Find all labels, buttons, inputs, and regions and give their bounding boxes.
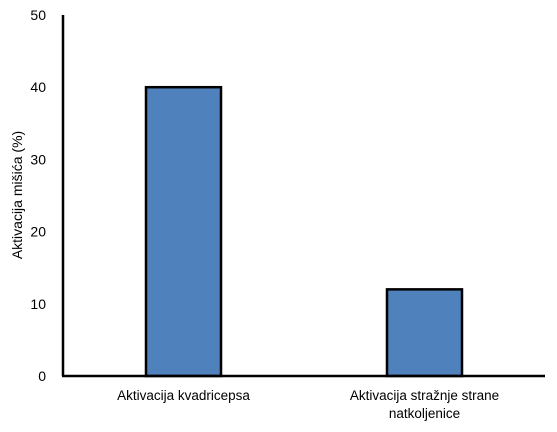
y-tick-label: 50 (30, 7, 46, 23)
bars-group (144, 85, 464, 378)
y-axis-label: Aktivacija mišića (%) (9, 131, 25, 259)
x-category-label-line: Aktivacija stražnje strane (350, 388, 499, 403)
y-tick-label: 40 (30, 79, 46, 95)
x-category-label: Aktivacija kvadricepsa (117, 388, 250, 403)
x-axis-categories: Aktivacija kvadricepsa Aktivacija stražnj… (117, 388, 499, 421)
y-axis-ticks: 0 10 20 30 40 50 (30, 7, 46, 384)
y-tick-label: 0 (38, 368, 46, 384)
bar (385, 288, 464, 378)
x-category-label-line: natkoljenice (389, 406, 460, 421)
y-tick-label: 10 (30, 296, 46, 312)
y-tick-label: 20 (30, 224, 46, 240)
y-tick-label: 30 (30, 151, 46, 167)
bar (144, 85, 223, 378)
x-category-label: Aktivacija stražnje strane natkoljenice (350, 388, 499, 421)
x-category-label-line: Aktivacija kvadricepsa (117, 388, 250, 403)
